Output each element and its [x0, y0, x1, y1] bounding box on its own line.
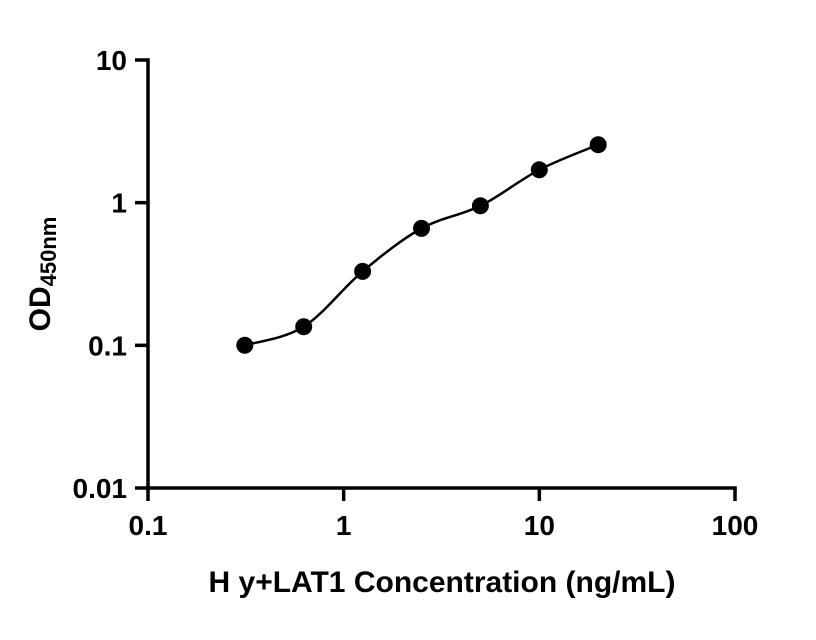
data-points	[236, 136, 607, 354]
x-tick-labels: 0.1 1 10 100	[129, 510, 759, 541]
data-point	[295, 318, 313, 336]
y-ticks	[135, 58, 148, 490]
y-axis-title-subscript: 450nm	[36, 217, 61, 287]
y-axis-title: OD450nm	[24, 217, 61, 332]
data-point	[589, 136, 607, 154]
x-tick-label: 10	[524, 510, 555, 541]
data-point	[413, 219, 430, 237]
data-point	[530, 161, 548, 179]
x-ticks	[146, 488, 737, 501]
data-point	[471, 197, 489, 215]
data-point	[236, 336, 254, 354]
x-axis-title: H y+LAT1 Concentration (ng/mL)	[209, 566, 676, 599]
x-tick-label: 0.1	[129, 510, 168, 541]
x-tick-label: 100	[712, 510, 759, 541]
y-tick-label: 10	[96, 45, 127, 76]
y-tick-label: 1	[111, 188, 127, 219]
axes	[146, 58, 737, 490]
axis-lines	[146, 58, 737, 490]
data-point	[354, 262, 372, 280]
y-tick-labels: 0.01 0.1 1 10	[73, 45, 128, 504]
y-tick-label: 0.01	[73, 473, 128, 504]
y-axis-title-main: OD	[24, 286, 57, 331]
x-tick-label: 1	[336, 510, 352, 541]
y-tick-label: 0.1	[88, 330, 127, 361]
